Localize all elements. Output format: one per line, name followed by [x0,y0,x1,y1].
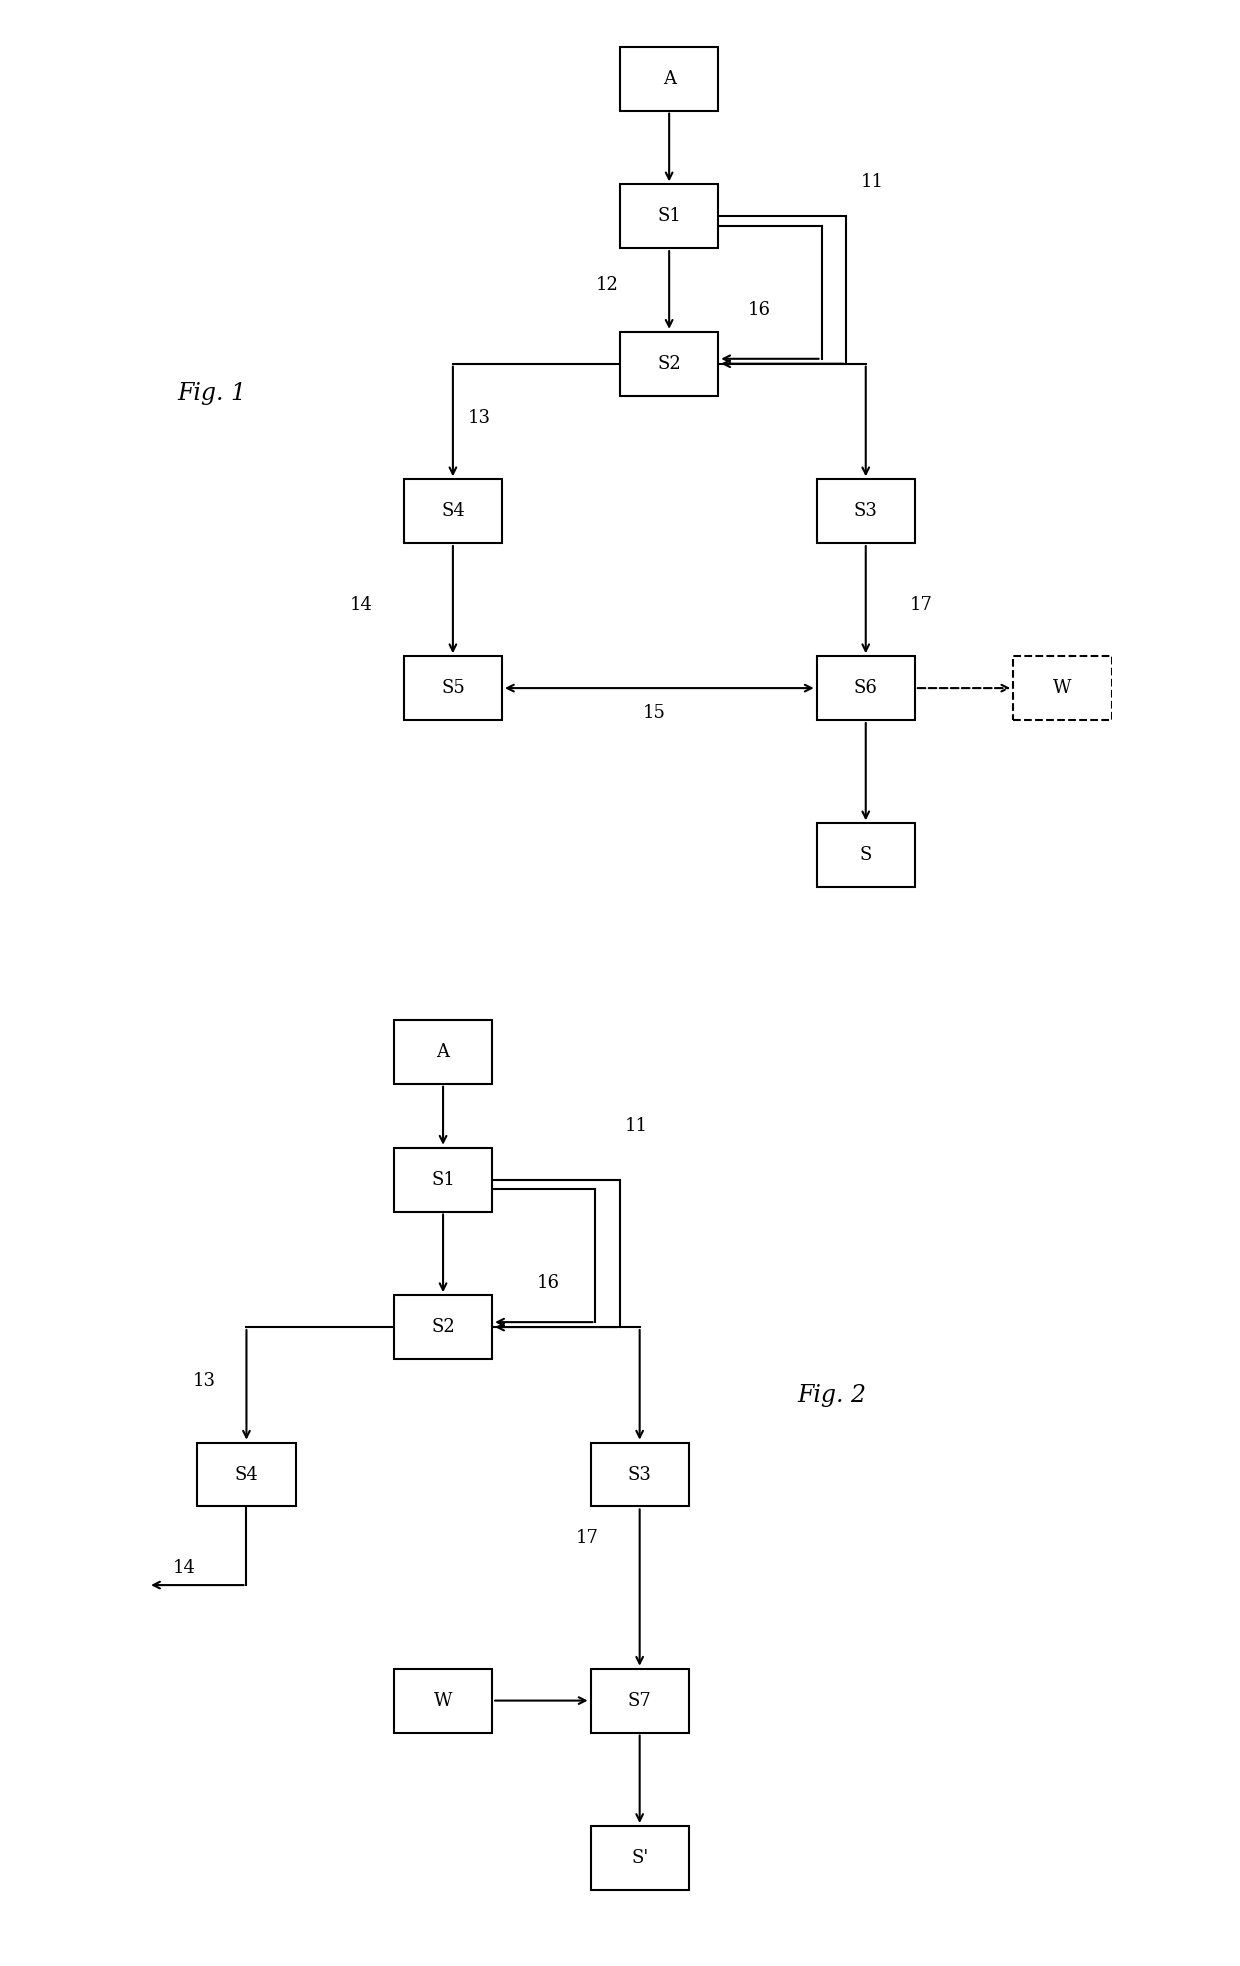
Text: 13: 13 [467,409,491,427]
Text: 17: 17 [575,1530,599,1547]
Bar [590,1443,688,1506]
Text: 12: 12 [595,275,619,295]
Bar [620,47,718,110]
Text: S3: S3 [854,501,878,521]
Text: 15: 15 [644,704,666,722]
Text: 11: 11 [625,1117,649,1134]
Text: S2: S2 [432,1317,455,1337]
Text: 17: 17 [910,596,932,613]
Bar [1013,657,1111,720]
Bar [394,1669,492,1732]
Text: A: A [662,69,676,88]
Text: S7: S7 [627,1691,651,1710]
Text: S2: S2 [657,354,681,374]
Text: S6: S6 [854,678,878,698]
Text: S': S' [631,1848,649,1868]
Text: 14: 14 [172,1559,196,1577]
Text: S3: S3 [627,1465,651,1484]
Text: W: W [1053,678,1071,698]
Bar [817,480,915,543]
Bar [817,824,915,887]
Text: W: W [434,1691,453,1710]
Bar [394,1020,492,1083]
Text: 16: 16 [537,1274,559,1292]
Bar [404,657,502,720]
Text: A: A [436,1042,450,1062]
Text: 11: 11 [861,173,884,191]
Text: S: S [859,845,872,865]
Bar [404,480,502,543]
Bar [590,1669,688,1732]
Text: S4: S4 [441,501,465,521]
Bar [817,657,915,720]
Text: S4: S4 [234,1465,258,1484]
Text: 14: 14 [350,596,372,613]
Bar [620,185,718,248]
Bar [620,332,718,395]
Bar [394,1296,492,1359]
Text: S1: S1 [432,1170,455,1189]
Text: S5: S5 [441,678,465,698]
Text: Fig. 2: Fig. 2 [797,1384,866,1408]
Bar [394,1148,492,1211]
Text: 16: 16 [748,301,771,318]
Bar [590,1826,688,1889]
Text: 13: 13 [192,1372,216,1390]
Text: Fig. 1: Fig. 1 [177,381,247,405]
Text: S1: S1 [657,206,681,226]
Bar [197,1443,295,1506]
